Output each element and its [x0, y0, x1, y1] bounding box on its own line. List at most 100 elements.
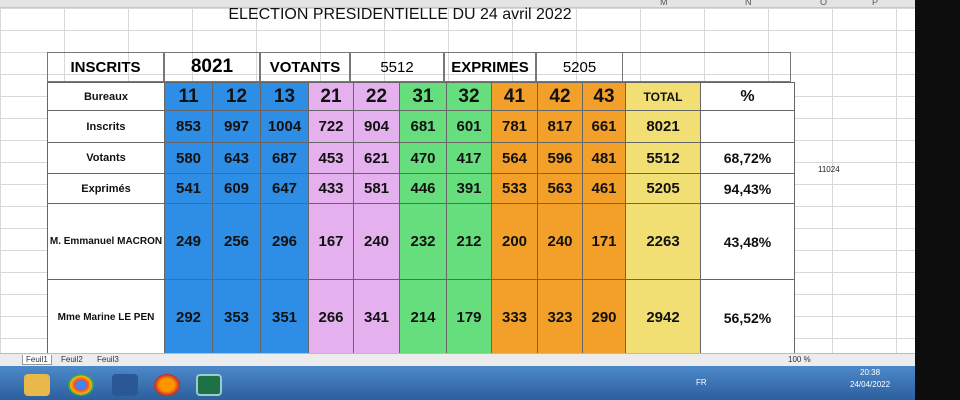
table-cell[interactable]: 292 [164, 279, 213, 356]
table-cell[interactable]: 470 [399, 142, 447, 174]
table-cell[interactable]: 341 [353, 279, 400, 356]
bureau-number[interactable]: 22 [353, 82, 400, 111]
table-cell[interactable]: 433 [308, 173, 354, 204]
votants-value[interactable]: 5512 [350, 52, 444, 82]
bureau-number[interactable]: 31 [399, 82, 447, 111]
percent-cell[interactable]: 43,48% [700, 203, 795, 280]
total-cell[interactable]: 5205 [625, 173, 701, 204]
table-cell[interactable]: 171 [582, 203, 626, 280]
table-cell[interactable]: 564 [491, 142, 538, 174]
total-cell[interactable]: 2263 [625, 203, 701, 280]
table-cell[interactable]: 256 [212, 203, 261, 280]
table-cell[interactable]: 661 [582, 110, 626, 143]
row-label[interactable]: Inscrits [47, 110, 165, 143]
word-icon[interactable] [112, 374, 138, 396]
table-cell[interactable]: 533 [491, 173, 538, 204]
side-cell-value[interactable]: 11024 [818, 165, 840, 174]
table-cell[interactable]: 323 [537, 279, 583, 356]
table-cell[interactable]: 249 [164, 203, 213, 280]
empty-cell[interactable] [623, 52, 791, 82]
table-cell[interactable]: 240 [537, 203, 583, 280]
percent-cell[interactable]: 68,72% [700, 142, 795, 174]
row-label[interactable]: Mme Marine LE PEN [47, 279, 165, 356]
table-cell[interactable]: 212 [446, 203, 492, 280]
bureau-number[interactable]: 42 [537, 82, 583, 111]
table-cell[interactable]: 290 [582, 279, 626, 356]
bureau-number[interactable]: 32 [446, 82, 492, 111]
table-cell[interactable]: 853 [164, 110, 213, 143]
total-cell[interactable]: 2942 [625, 279, 701, 356]
sheet-tab-feuil1[interactable]: Feuil1 [22, 355, 52, 365]
table-cell[interactable]: 601 [446, 110, 492, 143]
excel-icon[interactable] [196, 374, 222, 396]
table-cell[interactable]: 214 [399, 279, 447, 356]
table-cell[interactable]: 997 [212, 110, 261, 143]
inscrits-value[interactable]: 8021 [164, 52, 260, 82]
table-cell[interactable]: 643 [212, 142, 261, 174]
bureau-number[interactable]: 43 [582, 82, 626, 111]
table-cell[interactable]: 563 [537, 173, 583, 204]
inscrits-label[interactable]: INSCRITS [47, 52, 164, 82]
zoom-level[interactable]: 100 % [788, 355, 811, 364]
table-cell[interactable]: 232 [399, 203, 447, 280]
table-cell[interactable]: 266 [308, 279, 354, 356]
row-label[interactable]: Votants [47, 142, 165, 174]
total-cell[interactable]: 8021 [625, 110, 701, 143]
table-cell[interactable]: 461 [582, 173, 626, 204]
column-letter[interactable]: M [660, 0, 668, 7]
table-cell[interactable]: 687 [260, 142, 309, 174]
table-cell[interactable]: 904 [353, 110, 400, 143]
column-letter[interactable]: O [820, 0, 828, 7]
table-cell[interactable]: 621 [353, 142, 400, 174]
table-cell[interactable]: 351 [260, 279, 309, 356]
clock-time[interactable]: 20:38 [860, 368, 881, 377]
chrome-icon[interactable] [68, 374, 94, 396]
table-cell[interactable]: 609 [212, 173, 261, 204]
table-cell[interactable]: 541 [164, 173, 213, 204]
table-cell[interactable]: 446 [399, 173, 447, 204]
table-cell[interactable]: 581 [353, 173, 400, 204]
table-cell[interactable]: 647 [260, 173, 309, 204]
sheet-tab-feuil2[interactable]: Feuil2 [61, 355, 83, 364]
sheet-tab-feuil3[interactable]: Feuil3 [97, 355, 119, 364]
row-label[interactable]: M. Emmanuel MACRON [47, 203, 165, 280]
row-label[interactable]: Exprimés [47, 173, 165, 204]
table-cell[interactable]: 200 [491, 203, 538, 280]
table-cell[interactable]: 240 [353, 203, 400, 280]
percent-cell[interactable]: 94,43% [700, 173, 795, 204]
percent-header[interactable]: % [700, 82, 795, 111]
column-letter[interactable]: P [872, 0, 879, 7]
table-cell[interactable]: 333 [491, 279, 538, 356]
exprimes-value[interactable]: 5205 [536, 52, 623, 82]
file-explorer-icon[interactable] [24, 374, 50, 396]
bureau-number[interactable]: 12 [212, 82, 261, 111]
language-indicator[interactable]: FR [696, 378, 707, 387]
table-cell[interactable]: 417 [446, 142, 492, 174]
table-cell[interactable]: 781 [491, 110, 538, 143]
firefox-icon[interactable] [154, 374, 180, 396]
table-cell[interactable]: 453 [308, 142, 354, 174]
bureau-number[interactable]: 21 [308, 82, 354, 111]
table-cell[interactable]: 817 [537, 110, 583, 143]
table-cell[interactable]: 353 [212, 279, 261, 356]
exprimes-label[interactable]: EXPRIMES [444, 52, 536, 82]
table-cell[interactable]: 1004 [260, 110, 309, 143]
table-cell[interactable]: 296 [260, 203, 309, 280]
total-header[interactable]: TOTAL [625, 82, 701, 111]
bureau-number[interactable]: 41 [491, 82, 538, 111]
table-cell[interactable]: 580 [164, 142, 213, 174]
table-cell[interactable]: 179 [446, 279, 492, 356]
total-cell[interactable]: 5512 [625, 142, 701, 174]
column-letter[interactable]: N [745, 0, 752, 7]
table-cell[interactable]: 596 [537, 142, 583, 174]
bureau-number[interactable]: 13 [260, 82, 309, 111]
table-cell[interactable]: 167 [308, 203, 354, 280]
percent-cell[interactable] [700, 110, 795, 143]
table-cell[interactable]: 722 [308, 110, 354, 143]
column-header-bar[interactable]: M N O P [0, 0, 915, 8]
table-cell[interactable]: 391 [446, 173, 492, 204]
votants-label[interactable]: VOTANTS [260, 52, 350, 82]
bureau-number[interactable]: 11 [164, 82, 213, 111]
row-label[interactable]: Bureaux [47, 82, 165, 111]
clock-date[interactable]: 24/04/2022 [850, 380, 891, 389]
